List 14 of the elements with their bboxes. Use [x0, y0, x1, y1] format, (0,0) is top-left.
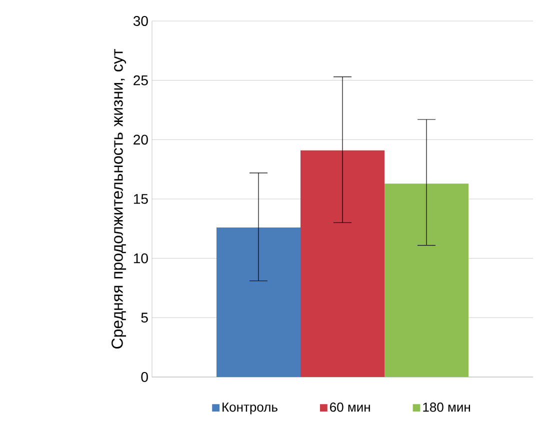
y-axis-title: Средняя продолжительность жизни, сут — [112, 49, 126, 348]
legend-label: 180 мин — [423, 402, 470, 412]
y-tick-label: 25 — [134, 75, 148, 86]
legend-label: 60 мин — [330, 402, 370, 412]
bar — [216, 227, 300, 378]
bar — [384, 184, 469, 378]
y-tick-label: 20 — [134, 134, 148, 145]
y-tick-label: 10 — [134, 253, 148, 264]
y-tick-label: 5 — [141, 312, 148, 323]
bar — [300, 150, 385, 378]
y-tick-label: 30 — [133, 16, 148, 26]
legend-label: Контроль — [222, 402, 278, 414]
y-tick-label: 15 — [134, 194, 148, 204]
y-tick-label: 0 — [141, 372, 148, 382]
